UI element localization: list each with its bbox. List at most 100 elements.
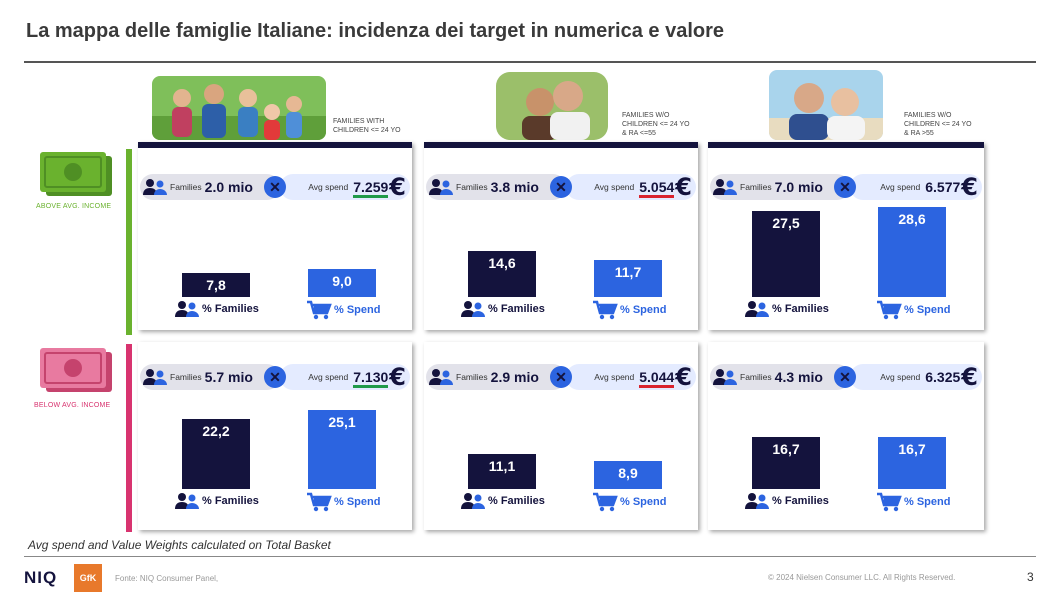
avg-spend-word: Avg spend [594,372,635,382]
pct-spend-caption: % Spend [876,491,950,513]
families-count: 7.0 mio [774,179,823,195]
pct-families-text: % Families [202,303,259,315]
avg-spend-underline [353,195,389,198]
spend-bar: 8,9 [594,461,662,489]
families-bar-label: 16,7 [772,440,800,457]
family-with-children-photo [152,76,326,140]
footnote: Avg spend and Value Weights calculated o… [28,538,331,552]
families-bar: 22,2 [182,419,250,489]
pct-families-caption: % Families [174,492,259,510]
spend-bar-label: 11,7 [614,264,642,281]
people-icon [461,493,485,509]
families-bar: 16,7 [752,436,820,489]
pct-families-caption: % Families [174,300,259,318]
families-word: Families [740,182,772,192]
target-panel: Families 7.0 mio Avg spend 6.577 € ✕ 27,5 28,6%… [708,142,984,330]
cart-icon [593,492,618,512]
people-icon [429,179,453,195]
multiply-icon: ✕ [834,176,856,198]
avg-spend-value: 7.259 [353,179,389,198]
avg-spend-pill: Avg spend 7.259 € [280,174,410,200]
cart-icon [307,492,332,512]
spend-bar: 28,6 [878,207,946,297]
target-panel: Families 5.7 mio Avg spend 7.130 € ✕ 22,2 25,1%… [138,342,412,530]
spend-bar-label: 8,9 [618,465,638,482]
families-bar: 27,5 [752,210,820,297]
avg-spend-value: 6.577 [925,179,961,195]
cart-icon [877,492,902,512]
target-label-families-with-children: FAMILIES WITH CHILDREN <= 24 YO [333,118,401,134]
page-number: 3 [1027,570,1034,584]
niq-logo: NIQ [24,568,58,587]
euro-icon: € [961,173,978,201]
footer-divider [24,556,1036,557]
avg-spend-value: 5.044 [639,369,675,388]
families-count-pill: Families 2.9 mio [426,364,566,390]
panel-top-bar [708,142,984,148]
avg-spend-word: Avg spend [308,372,349,382]
families-count: 5.7 mio [204,369,253,385]
families-count-pill: Families 2.0 mio [140,174,280,200]
spend-bar-label: 28,6 [898,211,926,228]
people-icon [175,301,199,317]
avg-spend-word: Avg spend [880,182,921,192]
pct-families-caption: % Families [460,492,545,510]
pct-families-caption: % Families [744,492,829,510]
avg-spend-pill: Avg spend 6.577 € [850,174,982,200]
people-icon [713,369,737,385]
avg-spend-word: Avg spend [308,182,349,192]
people-icon [175,493,199,509]
pct-families-text: % Families [202,495,259,507]
people-icon [143,369,167,385]
families-count-pill: Families 7.0 mio [710,174,850,200]
spend-bar: 16,7 [878,436,946,489]
euro-icon: € [675,363,692,391]
banknote-icon [38,346,114,401]
avg-spend-value: 5.054 [639,179,675,198]
target-label-families-without-children-young: FAMILIES W/O CHILDREN <= 24 YO & RA <=55 [622,112,690,137]
cart-icon [877,300,902,320]
families-word: Families [170,182,202,192]
multiply-icon: ✕ [264,366,286,388]
euro-icon: € [675,173,692,201]
target-panel: Families 2.0 mio Avg spend 7.259 € ✕ 7,8 9,0 % F… [138,142,412,330]
pct-spend-text: % Spend [904,496,951,508]
avg-spend-word: Avg spend [880,372,921,382]
families-bar: 11,1 [468,454,536,489]
cart-icon [307,300,332,320]
banknote-icon [38,150,114,205]
below-income-bar [126,344,132,532]
euro-icon: € [389,363,406,391]
panel-top-bar [424,142,698,148]
pct-families-text: % Families [488,495,545,507]
spend-bar-label: 25,1 [328,414,356,431]
people-icon [429,369,453,385]
families-bar-label: 22,2 [202,423,230,440]
multiply-icon: ✕ [550,176,572,198]
avg-spend-pill: Avg spend 5.054 € [566,174,696,200]
pct-spend-text: % Spend [620,496,667,508]
below-income-label: BELOW AVG. INCOME [34,402,111,409]
target-panel: Families 3.8 mio Avg spend 5.054 € ✕ 14,6 11,7%… [424,142,698,330]
spend-bar: 25,1 [308,410,376,489]
families-count-pill: Families 4.3 mio [710,364,850,390]
avg-spend-underline [639,385,675,388]
title-divider [24,61,1036,63]
families-word: Families [456,182,488,192]
multiply-icon: ✕ [264,176,286,198]
spend-bar: 11,7 [594,260,662,297]
people-icon [745,493,769,509]
target-panel: Families 2.9 mio Avg spend 5.044 € ✕ 11,1 8,9 % … [424,342,698,530]
copyright: © 2024 Nielsen Consumer LLC. All Rights … [768,573,956,582]
families-bar-label: 7,8 [206,276,226,293]
people-icon [461,301,485,317]
families-bar: 7,8 [182,272,250,297]
people-icon [143,179,167,195]
pct-spend-caption: % Spend [592,299,666,321]
pct-spend-text: % Spend [904,304,951,316]
pct-spend-caption: % Spend [876,299,950,321]
pct-spend-text: % Spend [334,496,381,508]
pct-spend-text: % Spend [334,304,381,316]
families-count: 2.0 mio [204,179,253,195]
cart-icon [593,300,618,320]
